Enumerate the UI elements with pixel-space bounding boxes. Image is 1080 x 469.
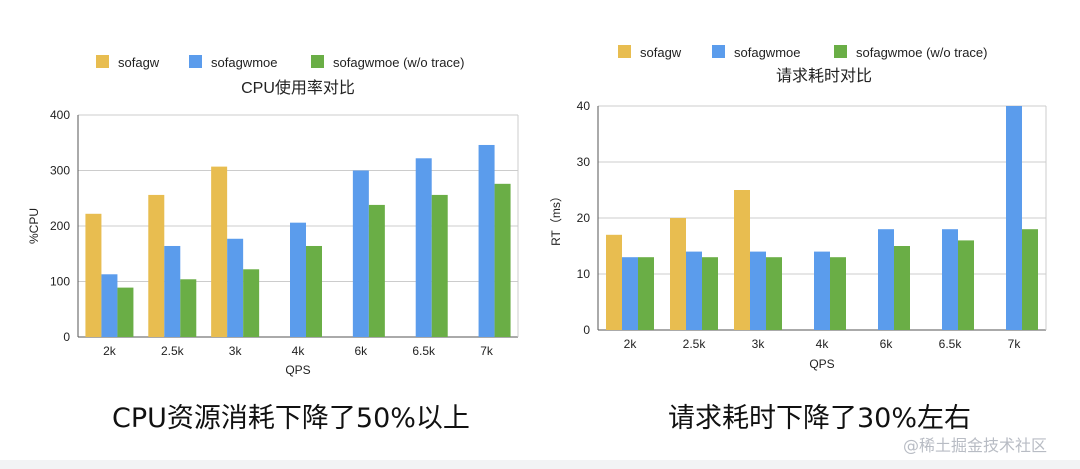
rt-bar-2 bbox=[638, 257, 654, 330]
rt-bar-1 bbox=[686, 251, 702, 330]
cpu-x-axis-label: QPS bbox=[285, 363, 310, 377]
cpu-usage-chart: sofagw sofagwmoe sofagwmoe (w/o trace) CPU使… bbox=[0, 0, 540, 460]
cpu-bar-1 bbox=[352, 170, 369, 337]
cpu-bar-1 bbox=[415, 158, 432, 337]
rt-x-tick-label: 2k bbox=[624, 337, 638, 351]
cpu-bar-2 bbox=[306, 245, 322, 337]
rt-bar-0 bbox=[606, 234, 622, 330]
watermark: @稀土掘金技术社区 bbox=[903, 436, 1048, 455]
rt-bar-2 bbox=[702, 257, 718, 330]
rt-x-tick-label: 4k bbox=[816, 337, 830, 351]
rt-bar-2 bbox=[958, 240, 974, 330]
rt-bar-0 bbox=[670, 218, 686, 330]
rt-legend-label-2: sofagwmoe (w/o trace) bbox=[856, 45, 988, 60]
cpu-x-tick-label: 6k bbox=[355, 344, 369, 358]
cpu-legend-swatch-1 bbox=[189, 55, 202, 68]
cpu-y-tick-label: 100 bbox=[50, 275, 70, 289]
rt-legend-swatch-0 bbox=[618, 45, 631, 58]
cpu-bar-2 bbox=[368, 204, 385, 337]
rt-bar-2 bbox=[894, 246, 910, 330]
cpu-y-tick-label: 0 bbox=[63, 330, 70, 344]
cpu-usage-chart-svg: sofagw sofagwmoe sofagwmoe (w/o trace) CPU使… bbox=[27, 55, 519, 377]
cpu-bar-2 bbox=[117, 287, 134, 337]
rt-x-tick-label: 2.5k bbox=[683, 337, 707, 351]
rt-legend-label-1: sofagwmoe bbox=[734, 45, 800, 60]
rt-legend-swatch-2 bbox=[834, 45, 847, 58]
cpu-y-tick-label: 400 bbox=[50, 108, 70, 122]
rt-chart-title: 请求耗时对比 bbox=[776, 67, 872, 85]
request-time-chart-svg: sofagw sofagwmoe sofagwmoe (w/o trace) 请求耗时… bbox=[549, 45, 1047, 371]
cpu-legend-swatch-2 bbox=[311, 55, 324, 68]
cpu-chart-title: CPU使用率对比 bbox=[241, 79, 355, 97]
cpu-legend-swatch-0 bbox=[96, 55, 109, 68]
cpu-bar-1 bbox=[290, 222, 306, 337]
rt-bar-1 bbox=[814, 251, 830, 330]
rt-bar-1 bbox=[878, 229, 894, 330]
rt-bar-1 bbox=[622, 257, 638, 330]
cpu-bar-2 bbox=[494, 183, 511, 337]
cpu-y-axis-label: %CPU bbox=[27, 208, 41, 244]
cpu-bar-0 bbox=[211, 166, 228, 337]
cpu-bar-1 bbox=[101, 274, 118, 337]
rt-y-tick-label: 0 bbox=[583, 323, 590, 337]
cpu-y-tick-label: 200 bbox=[50, 219, 70, 233]
rt-y-tick-label: 40 bbox=[577, 99, 591, 113]
cpu-legend-label-2: sofagwmoe (w/o trace) bbox=[333, 55, 465, 70]
cpu-bar-0 bbox=[85, 213, 102, 337]
cpu-bar-2 bbox=[180, 279, 197, 337]
rt-x-axis-label: QPS bbox=[809, 357, 834, 371]
cpu-x-tick-label: 2.5k bbox=[161, 344, 185, 358]
cpu-x-tick-label: 2k bbox=[103, 344, 117, 358]
rt-bar-1 bbox=[750, 251, 766, 330]
rt-bar-1 bbox=[1006, 106, 1022, 330]
rt-bar-2 bbox=[830, 257, 846, 330]
cpu-bar-2 bbox=[431, 194, 448, 337]
cpu-legend-label-0: sofagw bbox=[118, 55, 160, 70]
rt-x-tick-label: 6k bbox=[880, 337, 894, 351]
rt-y-tick-label: 10 bbox=[577, 267, 591, 281]
rt-x-tick-label: 3k bbox=[752, 337, 766, 351]
cpu-x-tick-label: 6.5k bbox=[412, 344, 436, 358]
rt-x-tick-label: 6.5k bbox=[939, 337, 963, 351]
cpu-bar-0 bbox=[148, 194, 165, 337]
rt-y-axis-label: RT（ms） bbox=[549, 190, 563, 246]
cpu-bar-1 bbox=[227, 238, 244, 337]
cpu-x-tick-label: 7k bbox=[480, 344, 494, 358]
rt-x-tick-label: 7k bbox=[1008, 337, 1022, 351]
rt-bar-2 bbox=[1022, 229, 1038, 330]
rt-bar-1 bbox=[942, 229, 958, 330]
cpu-bar-2 bbox=[243, 269, 260, 337]
rt-y-tick-label: 30 bbox=[577, 155, 591, 169]
cpu-x-tick-label: 3k bbox=[229, 344, 243, 358]
cpu-legend-label-1: sofagwmoe bbox=[211, 55, 277, 70]
rt-y-tick-label: 20 bbox=[577, 211, 591, 225]
cpu-y-tick-label: 300 bbox=[50, 164, 70, 178]
bottom-strip bbox=[0, 460, 1080, 469]
rt-legend-label-0: sofagw bbox=[640, 45, 682, 60]
cpu-x-tick-label: 4k bbox=[292, 344, 306, 358]
cpu-caption: CPU资源消耗下降了50%以上 bbox=[112, 403, 470, 434]
rt-caption: 请求耗时下降了30%左右 bbox=[668, 403, 972, 434]
rt-bar-0 bbox=[734, 190, 750, 330]
cpu-bar-1 bbox=[478, 144, 495, 337]
rt-legend-swatch-1 bbox=[712, 45, 725, 58]
request-time-chart: sofagw sofagwmoe sofagwmoe (w/o trace) 请求耗时… bbox=[540, 0, 1080, 460]
rt-bar-2 bbox=[766, 257, 782, 330]
cpu-bar-1 bbox=[164, 245, 181, 337]
